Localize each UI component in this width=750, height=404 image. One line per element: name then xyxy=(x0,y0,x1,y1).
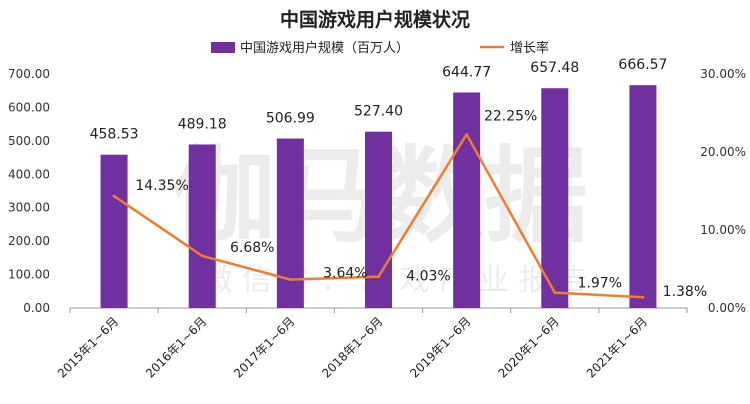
growth-rate-label: 14.35% xyxy=(135,178,188,194)
bar xyxy=(276,138,304,308)
x-tick-label: 2016年1~6月 xyxy=(143,314,209,380)
bar-value-label: 644.77 xyxy=(442,64,491,80)
y-left-tick-label: 500.00 xyxy=(8,134,50,148)
growth-rate-label: 6.68% xyxy=(230,240,274,256)
bar xyxy=(365,131,392,308)
growth-rate-point xyxy=(377,275,380,279)
growth-rate-label: 3.64% xyxy=(323,266,367,282)
growth-rate-point xyxy=(641,295,645,299)
y-left-tick-label: 700.00 xyxy=(8,67,50,81)
growth-rate-label: 1.38% xyxy=(663,284,707,300)
y-right-tick-label: 0.00% xyxy=(708,301,746,315)
y-left-tick-label: 600.00 xyxy=(8,100,50,114)
growth-rate-point xyxy=(465,132,469,136)
x-tick-label: 2017年1~6月 xyxy=(231,314,297,380)
x-tick-label: 2019年1~6月 xyxy=(407,314,473,380)
bar xyxy=(100,154,128,308)
growth-rate-label: 4.03% xyxy=(406,269,450,285)
y-left-tick-label: 400.00 xyxy=(8,167,50,181)
y-left-tick-label: 100.00 xyxy=(8,268,50,282)
x-tick-label: 2015年1~6月 xyxy=(55,314,121,380)
growth-rate-label: 1.97% xyxy=(578,276,622,292)
chart-title: 中国游戏用户规模状况 xyxy=(280,8,470,31)
growth-rate-label: 22.25% xyxy=(484,108,537,124)
bar-value-label: 506.99 xyxy=(266,111,315,127)
bar xyxy=(188,144,216,308)
bar-value-label: 666.57 xyxy=(618,57,667,73)
growth-rate-point xyxy=(553,291,557,295)
legend: 中国游戏用户规模（百万人） 增长率 xyxy=(211,40,549,56)
legend-bar-label: 中国游戏用户规模（百万人） xyxy=(240,40,409,56)
y-right-tick-label: 30.00% xyxy=(700,67,746,81)
x-tick-label: 2018年1~6月 xyxy=(319,314,385,380)
legend-bar-swatch xyxy=(211,42,235,53)
growth-rate-point xyxy=(288,278,292,282)
bar-value-label: 527.40 xyxy=(354,104,403,120)
bar xyxy=(629,85,657,308)
growth-rate-point xyxy=(112,194,116,198)
data-labels: 458.53 489.18 506.99 527.40 644.77 657.48 666.… xyxy=(90,57,708,300)
y-left-tick-label: 300.00 xyxy=(8,201,50,215)
watermark-sub: 微 信 号 ： 游 戏 产 业 报 告 xyxy=(202,263,588,298)
x-tick-label: 2021年1~6月 xyxy=(584,314,650,380)
bar-value-label: 657.48 xyxy=(530,60,579,76)
y-right-tick-label: 10.00% xyxy=(700,223,746,237)
x-tick-label: 2020年1~6月 xyxy=(496,314,562,380)
bar xyxy=(541,88,569,308)
growth-line xyxy=(112,132,645,299)
y-left-tick-label: 0.00 xyxy=(23,301,50,315)
y-right-tick-label: 20.00% xyxy=(700,145,746,159)
legend-line-label: 增长率 xyxy=(510,40,549,56)
bar-value-label: 489.18 xyxy=(178,116,227,132)
bar-value-label: 458.53 xyxy=(90,127,139,143)
growth-rate-point xyxy=(200,254,204,258)
y-left-tick-label: 200.00 xyxy=(8,234,50,248)
bar xyxy=(453,92,481,308)
